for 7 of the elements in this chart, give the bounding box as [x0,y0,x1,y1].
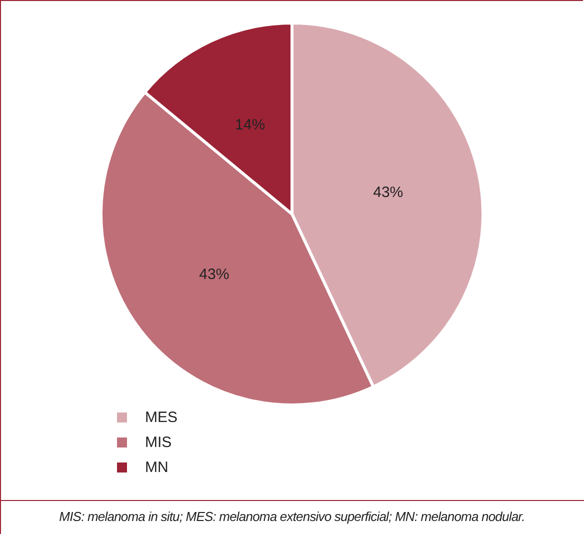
text: MIS: melanoma in situ; MES: melanoma extensivo superficial; MN: melanoma nodular. [58,509,526,524]
legend-label: MN [145,459,168,476]
data-label: 14% [235,116,266,134]
data-label: 43% [373,184,404,202]
legend-label: MIS [145,434,172,451]
data-label: 43% [199,266,230,283]
legend-label: MES [145,409,178,426]
